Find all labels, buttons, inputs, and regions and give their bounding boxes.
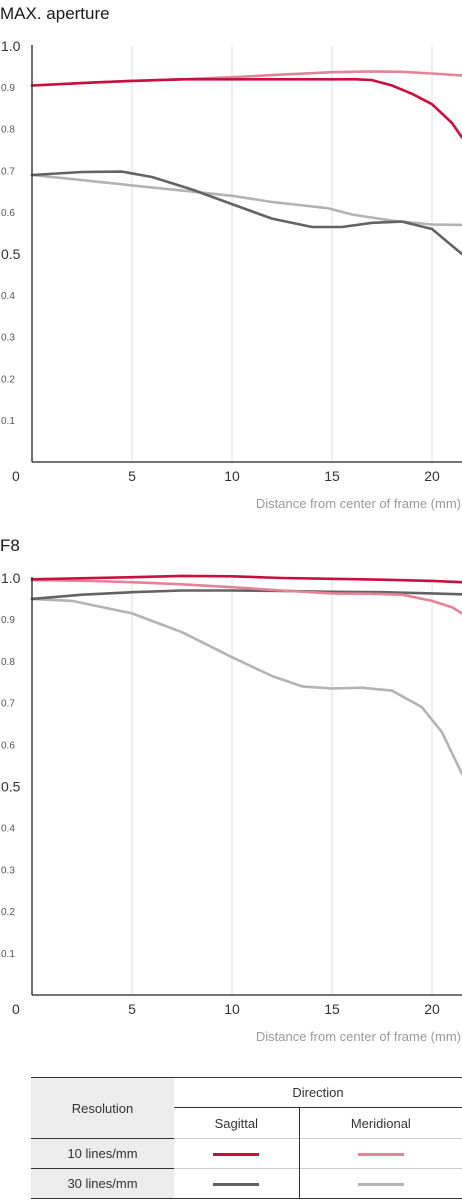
x-tick-label: 0 xyxy=(12,1001,20,1017)
legend-swatch-cell xyxy=(299,1168,462,1199)
legend-meridional-header: Meridional xyxy=(299,1107,462,1139)
y-tick-label: 0.3 xyxy=(1,865,15,876)
x-tick-label: 20 xyxy=(424,468,440,484)
y-tick-label: 0.5 xyxy=(1,779,21,795)
chart-title-max-aperture: MAX. aperture xyxy=(0,4,110,23)
legend-swatch-meridional-10 xyxy=(357,1153,404,1157)
x-tick-label: 5 xyxy=(128,1001,136,1017)
series-line-sagittal-10 xyxy=(30,78,462,139)
legend-swatch-sagittal-30 xyxy=(213,1183,260,1187)
x-tick-label: 5 xyxy=(128,468,136,484)
x-tick-label: 20 xyxy=(424,1001,440,1017)
y-tick-label: 0.3 xyxy=(1,333,15,344)
y-tick-label: 0.8 xyxy=(1,125,15,136)
legend-resolution-header: Resolution xyxy=(31,1077,174,1139)
legend-row-label: 30 lines/mm xyxy=(31,1168,174,1199)
y-tick-label: 0.1 xyxy=(1,416,15,427)
legend-direction-header: Direction xyxy=(174,1077,462,1108)
legend-swatch-meridional-30 xyxy=(357,1183,404,1187)
series-line-sagittal-30 xyxy=(30,170,462,256)
x-tick-label: 10 xyxy=(224,1001,240,1017)
x-tick-label: 10 xyxy=(224,468,240,484)
y-tick-label: 0.4 xyxy=(1,824,15,835)
series-line-meridional-10 xyxy=(30,578,462,615)
y-tick-label: 0.8 xyxy=(1,657,15,668)
y-tick-label: 0.9 xyxy=(1,615,15,626)
x-tick-label: 15 xyxy=(324,468,340,484)
legend-swatch-sagittal-10 xyxy=(213,1153,260,1157)
legend-swatch-cell xyxy=(174,1168,300,1199)
x-axis-label: Distance from center of frame (mm) xyxy=(256,496,461,511)
y-tick-label: 0.1 xyxy=(1,949,15,960)
legend-table: Resolution Direction Sagittal Meridional… xyxy=(31,1077,462,1199)
legend-sagittal-header: Sagittal xyxy=(174,1107,300,1139)
x-axis-label: Distance from center of frame (mm) xyxy=(256,1029,461,1044)
y-tick-label: 0.5 xyxy=(1,246,21,262)
y-tick-label: 0.9 xyxy=(1,83,15,94)
mtf-chart-f8: 1.0 0.9 0.8 0.7 0.6 0.5 0.4 0.3 0.2 0.1 0 5 10 15 20 Di… xyxy=(1,570,462,1044)
legend-row-label: 10 lines/mm xyxy=(31,1138,174,1169)
y-tick-label: 1.0 xyxy=(1,38,21,54)
y-tick-label: 0.4 xyxy=(1,291,15,302)
series-line-sagittal-10 xyxy=(30,574,462,584)
series-line-meridional-30 xyxy=(30,173,462,227)
y-tick-label: 1.0 xyxy=(1,570,21,586)
y-tick-label: 0.2 xyxy=(1,374,15,385)
y-tick-label: 0.6 xyxy=(1,740,15,751)
x-tick-label: 0 xyxy=(12,468,20,484)
y-tick-label: 0.6 xyxy=(1,208,15,219)
series-line-sagittal-30 xyxy=(30,589,462,601)
legend-swatch-cell xyxy=(299,1138,462,1169)
y-tick-label: 0.7 xyxy=(1,166,15,177)
legend-swatch-cell xyxy=(174,1138,300,1169)
mtf-chart-max-aperture: 1.0 0.9 0.8 0.7 0.6 0.5 0.4 0.3 0.2 0.1 0 5 10 15 20 Di… xyxy=(1,38,462,511)
series-line-meridional-30 xyxy=(30,597,462,776)
y-tick-label: 0.7 xyxy=(1,699,15,710)
y-tick-label: 0.2 xyxy=(1,907,15,918)
chart-title-f8: F8 xyxy=(0,536,20,555)
legend-row-30: 30 lines/mm xyxy=(31,1168,462,1199)
x-tick-label: 15 xyxy=(324,1001,340,1017)
legend-row-10: 10 lines/mm xyxy=(31,1138,462,1169)
